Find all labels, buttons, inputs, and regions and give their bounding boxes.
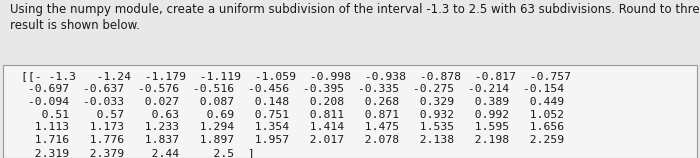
FancyBboxPatch shape (4, 65, 696, 158)
Text: Using the numpy module, create a uniform subdivision of the interval -1.3 to 2.5: Using the numpy module, create a uniform… (10, 3, 700, 32)
Text: [[- -1.3   -1.24  -1.179  -1.119  -1.059  -0.998  -0.938  -0.878  -0.817  -0.757: [[- -1.3 -1.24 -1.179 -1.119 -1.059 -0.9… (21, 71, 571, 158)
